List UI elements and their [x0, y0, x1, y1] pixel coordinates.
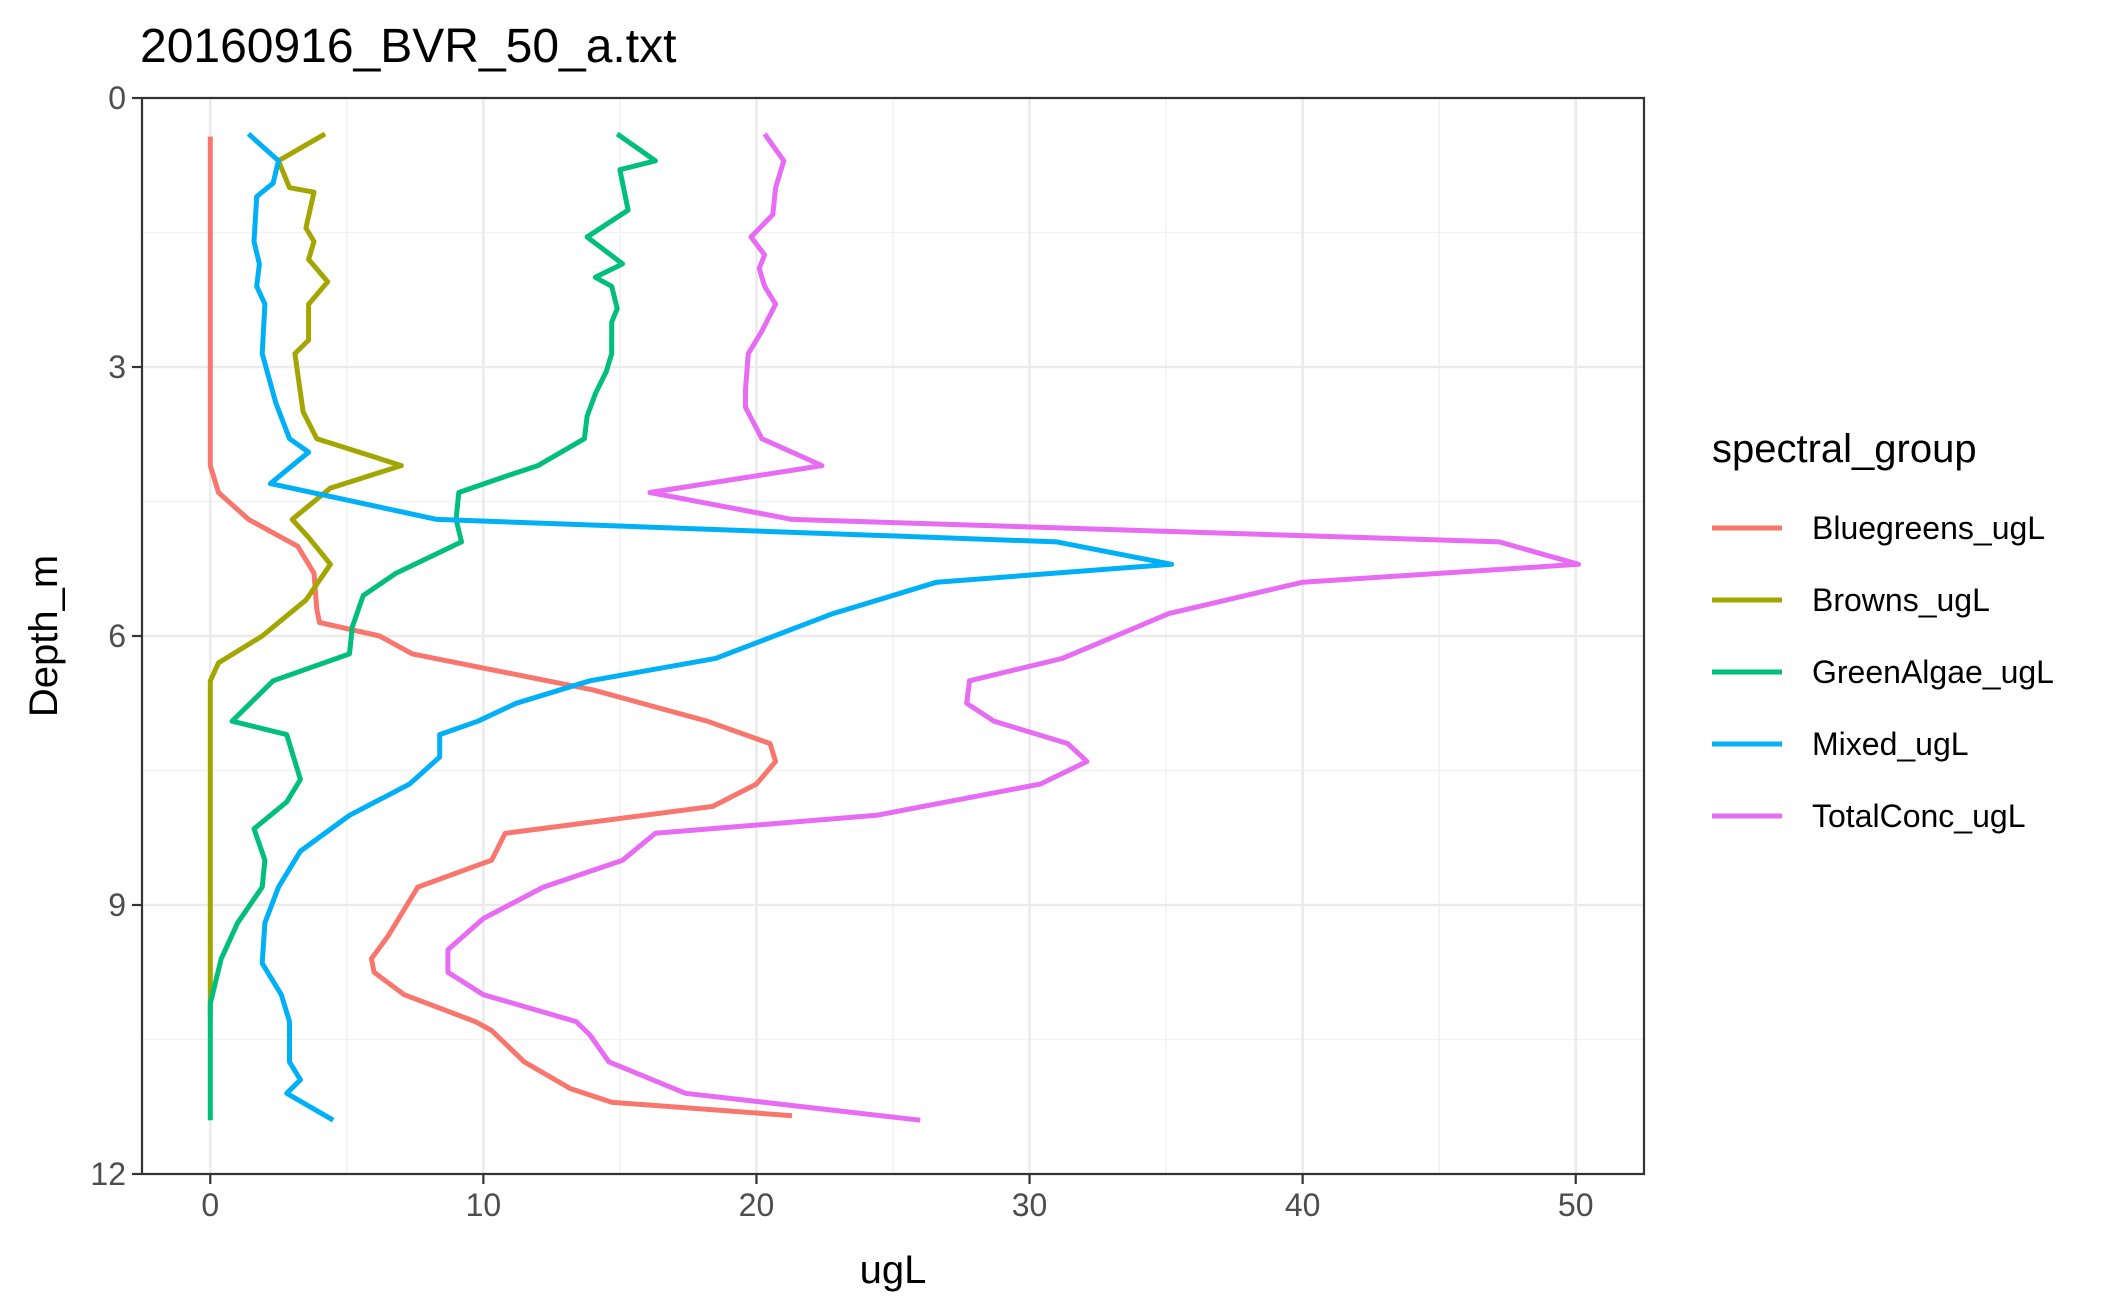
x-tick-label: 30 [1012, 1187, 1048, 1223]
legend-title: spectral_group [1712, 427, 1977, 471]
series-line-GreenAlgae_ugL [207, 131, 658, 1121]
series-line-Mixed_ugL [246, 132, 1175, 1123]
y-tick-label: 6 [108, 618, 126, 654]
x-tick-label: 20 [739, 1187, 775, 1223]
x-tick-label: 50 [1558, 1187, 1594, 1223]
y-tick-label: 0 [108, 80, 126, 116]
series-lines [207, 131, 1581, 1123]
x-axis-ticks [209, 1174, 1577, 1184]
legend-items: Bluegreens_ugL Browns_ugL GreenAlgae_ugL Mi… [1712, 510, 2054, 834]
legend-label-Bluegreens_ugL: Bluegreens_ugL [1812, 510, 2045, 546]
x-tick-label: 10 [466, 1187, 502, 1223]
y-tick-label: 12 [90, 1156, 126, 1192]
x-axis-tick-labels: 0 10 20 30 40 50 [201, 1187, 1593, 1223]
x-axis-title: ugL [860, 1248, 927, 1292]
y-axis-tick-labels: 0 3 6 9 12 [90, 80, 126, 1192]
legend-label-Browns_ugL: Browns_ugL [1812, 582, 1990, 618]
legend-label-GreenAlgae_ugL: GreenAlgae_ugL [1812, 654, 2054, 690]
series-line-TotalConc_ugL [445, 132, 1581, 1123]
x-tick-label: 0 [201, 1187, 219, 1223]
series-line-Bluegreens_ugL [207, 136, 793, 1119]
y-axis-ticks [132, 96, 142, 1176]
chart-title: 20160916_BVR_50_a.txt [140, 20, 676, 73]
x-tick-label: 40 [1285, 1187, 1321, 1223]
y-tick-label: 9 [108, 887, 126, 923]
y-tick-label: 3 [108, 349, 126, 385]
series-line-Browns_ugL [207, 131, 404, 1018]
legend: spectral_group Bluegreens_ugL Browns_ugL G… [1712, 427, 2054, 834]
y-axis-title: Depth_m [22, 555, 66, 717]
legend-label-TotalConc_ugL: TotalConc_ugL [1812, 798, 2025, 834]
legend-label-Mixed_ugL: Mixed_ugL [1812, 726, 1969, 762]
